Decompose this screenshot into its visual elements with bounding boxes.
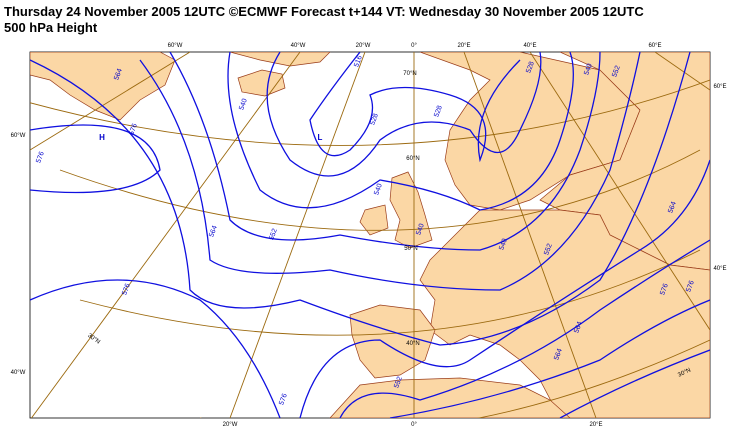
graticule-label: 0° — [411, 43, 417, 49]
contour-label: 540 — [583, 63, 594, 76]
contour-label: 540 — [415, 223, 426, 236]
graticule-label: 60°W — [11, 133, 26, 139]
graticule — [30, 52, 710, 418]
contour-label: 576 — [659, 283, 670, 296]
contour-label: 552 — [611, 65, 622, 78]
graticule-label: 20°W — [356, 43, 371, 49]
contour-label: 576 — [121, 283, 132, 296]
graticule-label: 40°N — [406, 341, 419, 347]
contour-label: 576 — [128, 123, 139, 136]
graticule-label: 30°N — [677, 368, 692, 379]
contours — [30, 52, 710, 418]
contour-label: 552 — [543, 243, 554, 256]
land — [30, 52, 710, 418]
contour-label: 552 — [393, 376, 404, 389]
contour-label: 540 — [498, 238, 509, 251]
title: Thursday 24 November 2005 12UTC ©ECMWF F… — [4, 4, 644, 19]
contour-label: 576 — [278, 393, 289, 406]
graticule-label: 60°W — [168, 43, 183, 49]
europe — [419, 209, 710, 418]
contour-label: 516 — [353, 55, 364, 68]
contour-label: 564 — [667, 201, 678, 214]
graticule-label: 0° — [411, 422, 417, 428]
iceland — [237, 69, 286, 97]
greenland — [30, 52, 176, 121]
graticule-label: 60°N — [406, 156, 419, 162]
contour-label: 564 — [113, 68, 124, 81]
contour-label: 528 — [369, 113, 380, 126]
contour-label: 528 — [525, 61, 536, 74]
graticule-label: 70°N — [403, 71, 416, 77]
contour-label: 576 — [685, 280, 696, 293]
graticule-label: 40°W — [11, 370, 26, 376]
graticule-label: 20°W — [223, 422, 238, 428]
labels: 60°W 40°W 20°W 0° 20°E 40°E 60°E 60°E 40°E 30°N 60… — [11, 43, 727, 428]
graticule-label: 20°E — [457, 43, 470, 49]
contour-label: 552 — [268, 228, 279, 241]
graticule-label: 50°N — [404, 246, 417, 252]
subtitle: 500 hPa Height — [4, 20, 98, 35]
graticule-label: 40°E — [713, 266, 726, 272]
contour-label: 564 — [573, 321, 584, 334]
contour-label: 540 — [238, 98, 249, 111]
graticule-label: 60°E — [713, 84, 726, 90]
pressure-center: L — [318, 133, 323, 142]
ireland — [359, 204, 389, 236]
graticule-label: 60°E — [648, 43, 661, 49]
graticule-label: 20°E — [589, 422, 602, 428]
contour-label: 564 — [553, 348, 564, 361]
pressure-center: H — [99, 133, 105, 142]
contour-label: 540 — [373, 183, 384, 196]
contour-label: 576 — [35, 151, 46, 164]
graticule-label: 40°W — [291, 43, 306, 49]
contour-label: 564 — [208, 225, 219, 238]
map-area — [29, 51, 711, 419]
svalbard-north — [229, 52, 331, 67]
graticule-label: 40°E — [523, 43, 536, 49]
contour-label: 528 — [433, 105, 444, 118]
